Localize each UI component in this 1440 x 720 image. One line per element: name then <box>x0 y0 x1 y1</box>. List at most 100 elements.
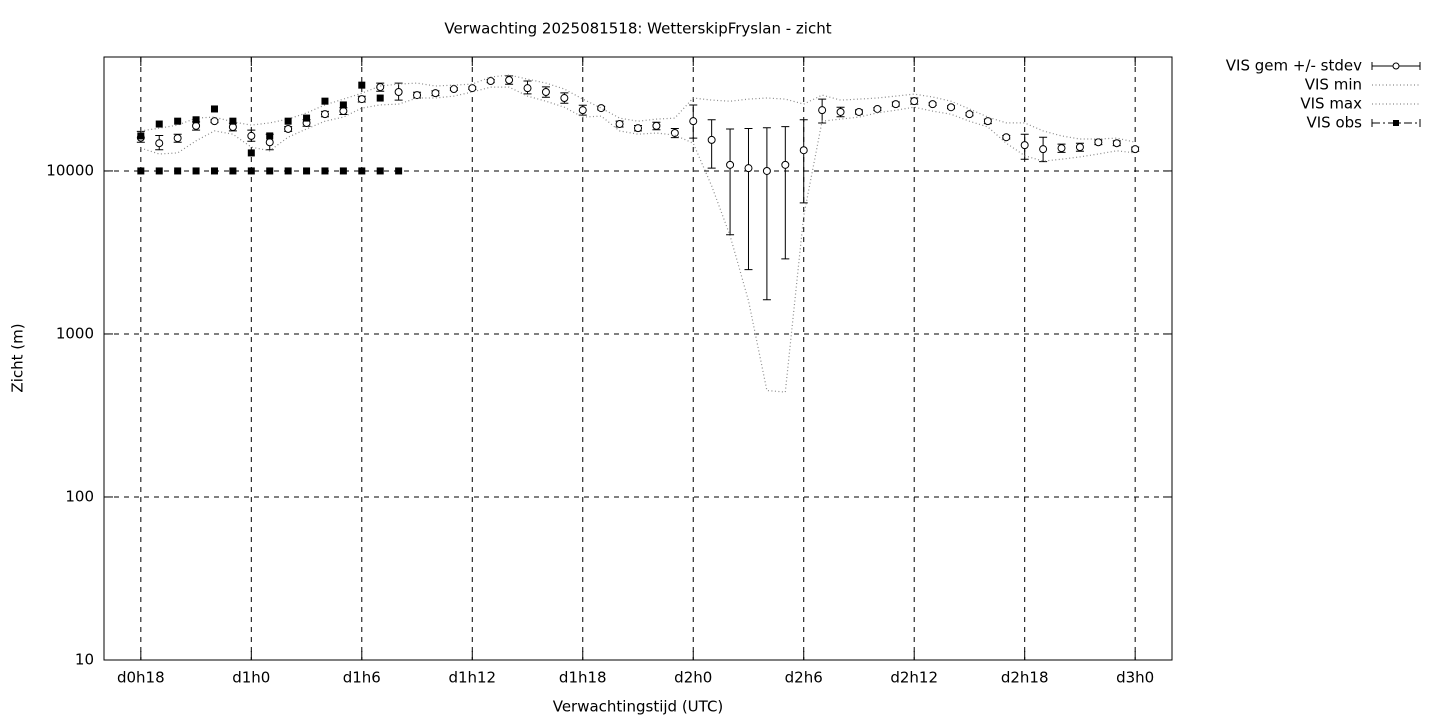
obs-point <box>284 167 292 175</box>
mean-point <box>1112 139 1121 148</box>
mean-point <box>652 121 661 130</box>
mean-point <box>799 146 808 155</box>
mean-point <box>486 77 495 86</box>
range-line <box>140 86 1136 393</box>
error-bar <box>707 119 716 169</box>
mean-point <box>284 124 293 133</box>
mean-point <box>634 124 642 133</box>
mean-point <box>320 110 329 119</box>
mean-point <box>1057 144 1066 153</box>
x-tick-label: d1h12 <box>448 669 496 687</box>
mean-point <box>210 117 219 126</box>
obs-point <box>174 117 182 125</box>
obs-point <box>266 132 274 140</box>
obs-point <box>192 167 200 175</box>
mean-point <box>541 87 550 96</box>
legend-label: VIS obs <box>1307 114 1363 132</box>
mean-point <box>615 120 624 129</box>
mean-point <box>560 94 569 103</box>
mean-point <box>523 84 532 93</box>
mean-point <box>854 107 863 116</box>
mean-point <box>818 106 827 115</box>
mean-point <box>431 89 440 98</box>
x-tick-label: d3h0 <box>1116 669 1154 687</box>
mean-point <box>670 128 679 137</box>
obs-point <box>395 167 403 175</box>
mean-point <box>744 164 753 173</box>
obs-point <box>339 167 347 175</box>
obs-point <box>376 94 384 102</box>
obs-point <box>174 167 182 175</box>
mean-point <box>891 100 900 109</box>
obs-point <box>247 149 255 157</box>
obs-point <box>247 167 255 175</box>
obs-point <box>358 81 366 89</box>
legend-swatch <box>1393 120 1399 126</box>
mean-point <box>155 139 164 148</box>
obs-point <box>137 132 145 140</box>
legend-swatch <box>1392 62 1400 70</box>
mean-point <box>928 100 937 109</box>
mean-point <box>873 104 882 113</box>
obs-point <box>303 114 311 122</box>
mean-point <box>762 166 771 175</box>
mean-point <box>578 106 587 115</box>
mean-point <box>413 91 422 100</box>
mean-point <box>689 117 698 126</box>
x-tick-label: d1h6 <box>343 669 381 687</box>
error-bar <box>762 127 771 301</box>
mean-point <box>836 107 845 116</box>
obs-point <box>137 167 145 175</box>
mean-point <box>947 103 956 112</box>
obs-point <box>210 105 218 113</box>
error-bar <box>744 128 753 271</box>
obs-point <box>229 117 237 125</box>
mean-point <box>339 107 348 116</box>
error-bar <box>781 126 790 260</box>
mean-point <box>1131 145 1140 154</box>
x-axis-label: Verwachtingstijd (UTC) <box>553 698 724 716</box>
y-tick-label: 1000 <box>56 324 94 342</box>
mean-point <box>265 138 274 147</box>
legend-label: VIS min <box>1305 76 1362 94</box>
plot-frame <box>103 56 1173 661</box>
mean-point <box>707 135 716 144</box>
mean-point <box>983 117 992 126</box>
mean-point <box>1094 138 1103 147</box>
y-tick-label: 10000 <box>46 161 94 179</box>
y-axis-label: Zicht (m) <box>9 323 27 392</box>
x-tick-label: d2h0 <box>674 669 712 687</box>
chart-title: Verwachting 2025081518: WetterskipFrysla… <box>444 20 831 38</box>
obs-point <box>339 101 347 109</box>
mean-point <box>910 97 919 106</box>
obs-point <box>321 97 329 105</box>
legend-label: VIS max <box>1300 95 1362 113</box>
obs-point <box>358 167 366 175</box>
mean-point <box>1039 145 1048 154</box>
mean-point <box>597 104 606 113</box>
y-tick-label: 100 <box>65 487 94 505</box>
mean-point <box>965 110 974 119</box>
mean-point <box>449 85 458 94</box>
obs-point <box>210 167 218 175</box>
obs-point <box>303 167 311 175</box>
error-bar <box>799 119 808 204</box>
obs-point <box>155 167 163 175</box>
legend-label: VIS gem +/- stdev <box>1226 57 1362 75</box>
obs-point <box>376 167 384 175</box>
x-tick-label: d1h0 <box>232 669 270 687</box>
x-tick-label: d2h18 <box>1001 669 1049 687</box>
mean-point <box>394 87 403 96</box>
obs-point <box>321 167 329 175</box>
y-tick-label: 10 <box>75 651 94 669</box>
obs-point <box>155 120 163 128</box>
mean-point <box>1002 133 1011 142</box>
obs-point <box>284 117 292 125</box>
x-tick-label: d2h12 <box>890 669 938 687</box>
error-bar <box>726 128 735 236</box>
mean-point <box>468 84 477 93</box>
x-tick-label: d0h18 <box>117 669 165 687</box>
mean-point <box>357 95 366 104</box>
obs-point <box>192 116 200 124</box>
